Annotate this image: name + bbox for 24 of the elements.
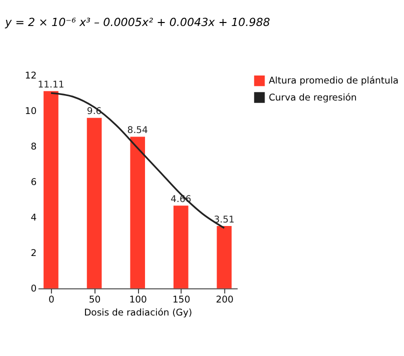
bar	[173, 206, 188, 288]
x-tick-label: 0	[48, 294, 54, 306]
x-tick-label: 50	[88, 294, 101, 306]
data-label: 11.11	[38, 79, 64, 90]
data-label: 3.51	[214, 214, 235, 226]
y-tick-label: 8	[30, 142, 37, 153]
x-tick-label: 150	[172, 294, 190, 306]
x-axis-title: Dosis de radiación (Gy)	[84, 308, 192, 319]
y-tick-label: 10	[24, 106, 37, 118]
bar	[86, 118, 102, 288]
bar	[216, 226, 232, 288]
y-tick-label: 4	[30, 212, 37, 224]
bar	[44, 91, 58, 288]
y-tick-label: 2	[30, 248, 37, 260]
x-tick-label: 100	[129, 294, 148, 306]
legend-label: Curva de regresión	[268, 92, 357, 104]
legend-label: Altura promedio de plántula	[268, 76, 399, 87]
y-tick-label: 0	[30, 284, 37, 295]
x-tick-label: 200	[216, 294, 234, 306]
chart-title: y = 2 × 10⁻⁶ x³ – 0.0005x² + 0.0043x + 10.988	[4, 16, 270, 30]
bar	[130, 136, 146, 288]
y-tick-label: 12	[24, 70, 37, 82]
y-tick-label: 6	[30, 177, 37, 188]
data-label: 8.54	[127, 125, 148, 136]
